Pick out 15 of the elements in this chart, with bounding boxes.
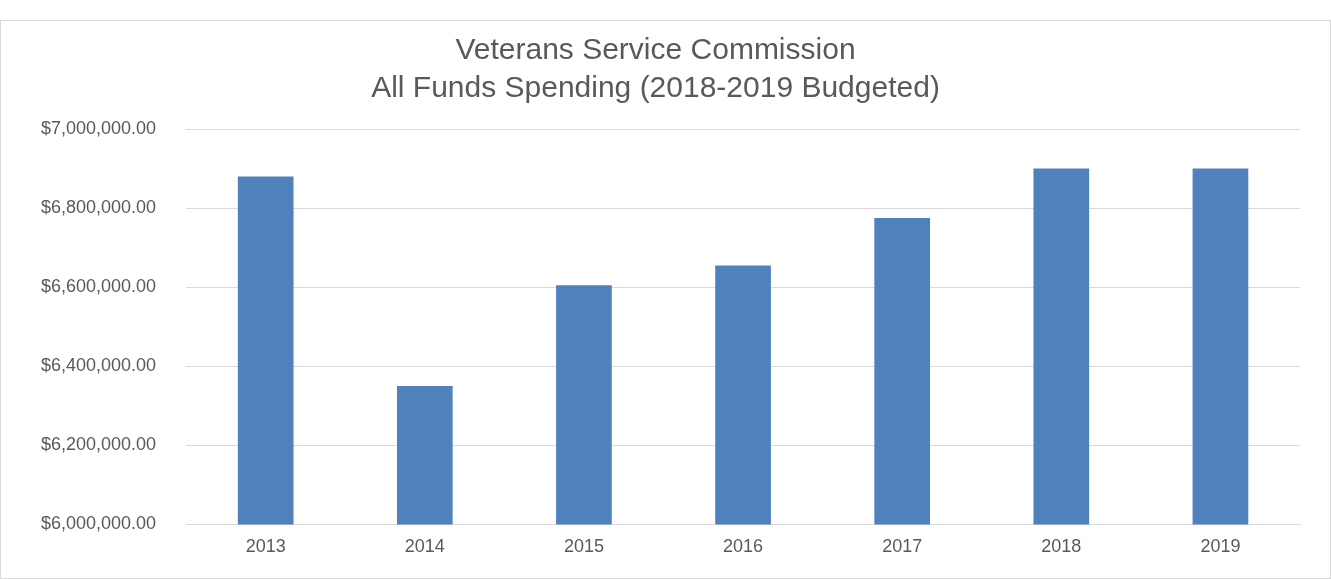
y-tick-label: $7,000,000.00: [40, 117, 157, 138]
x-tick-label: 2019: [1200, 536, 1241, 557]
x-tick-label: 2014: [404, 536, 445, 557]
x-tick-label: 2015: [563, 536, 604, 557]
x-tick-label: 2017: [882, 536, 923, 557]
x-tick-label: 2013: [245, 536, 286, 557]
y-tick-label: $6,800,000.00: [40, 197, 157, 218]
y-tick-label: $6,600,000.00: [40, 276, 157, 297]
chart-subtitle: All Funds Spending (2018-2019 Budgeted): [371, 70, 940, 104]
y-tick-label: $6,200,000.00: [40, 434, 157, 455]
y-tick-label: $6,000,000.00: [40, 513, 157, 534]
x-tick-label: 2016: [723, 536, 764, 557]
x-tick-label: 2018: [1041, 536, 1082, 557]
chart-title: Veterans Service Commission: [455, 32, 856, 66]
y-tick-label: $6,400,000.00: [40, 355, 157, 376]
